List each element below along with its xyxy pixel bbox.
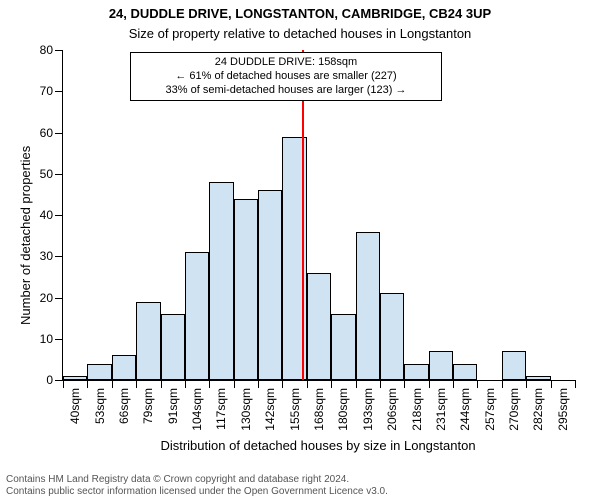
histogram-bar [356,232,380,381]
x-tick-label: 295sqm [556,388,570,431]
x-tick [502,380,503,388]
x-tick-label: 231sqm [434,388,448,431]
y-tick-label: 0 [46,373,53,387]
x-tick [380,380,381,388]
x-tick [87,380,88,388]
x-tick-label: 79sqm [141,388,155,424]
histogram-bar [429,351,453,380]
x-tick-label: 168sqm [312,388,326,431]
histogram-bar [331,314,355,380]
y-tick-label: 70 [40,84,53,98]
histogram-bar [209,182,233,380]
y-tick-label: 20 [40,291,53,305]
y-tick [55,50,63,51]
x-tick [234,380,235,388]
x-tick-label: 155sqm [288,388,302,431]
y-tick-label: 50 [40,167,53,181]
footnote-line-1: Contains HM Land Registry data © Crown c… [6,474,388,486]
x-tick-label: 53sqm [93,388,107,424]
y-tick [55,380,63,381]
y-tick [55,298,63,299]
annotation-line-2: ← 61% of detached houses are smaller (22… [137,70,435,84]
x-tick [331,380,332,388]
histogram-bar [161,314,185,380]
footnote: Contains HM Land Registry data © Crown c… [6,474,388,498]
histogram-bar [136,302,160,380]
x-tick [477,380,478,388]
footnote-line-2: Contains public sector information licen… [6,486,388,498]
y-tick-label: 30 [40,249,53,263]
x-tick [63,380,64,388]
y-tick-label: 10 [40,332,53,346]
annotation-box: 24 DUDDLE DRIVE: 158sqm ← 61% of detache… [130,52,442,101]
x-tick [307,380,308,388]
y-tick-label: 60 [40,126,53,140]
x-tick [526,380,527,388]
x-tick [551,380,552,388]
x-tick-label: 180sqm [336,388,350,431]
x-tick [429,380,430,388]
x-tick [356,380,357,388]
histogram-bar [87,364,111,381]
x-tick [185,380,186,388]
histogram-bar [380,293,404,380]
x-tick [112,380,113,388]
histogram-bar [526,376,550,380]
histogram-bar [258,190,282,380]
y-tick [55,215,63,216]
y-tick [55,339,63,340]
x-tick-label: 193sqm [361,388,375,431]
x-tick-label: 117sqm [214,388,228,430]
histogram-bar [404,364,428,381]
histogram-bar [307,273,331,380]
histogram-bar [453,364,477,381]
x-tick-label: 206sqm [385,388,399,431]
y-tick-label: 40 [40,208,53,222]
x-tick [136,380,137,388]
chart-subtitle: Size of property relative to detached ho… [0,26,600,41]
x-tick-label: 244sqm [458,388,472,431]
annotation-line-1: 24 DUDDLE DRIVE: 158sqm [137,56,435,70]
x-tick [161,380,162,388]
histogram-bar [112,355,136,380]
y-tick-label: 80 [40,43,53,57]
y-tick [55,91,63,92]
histogram-bar [502,351,526,380]
x-tick [575,380,576,388]
x-tick [258,380,259,388]
histogram-bar [185,252,209,380]
x-tick-label: 130sqm [239,388,253,431]
y-tick [55,174,63,175]
x-tick-label: 142sqm [263,388,277,431]
histogram-bar [234,199,258,381]
histogram-bar [63,376,87,380]
x-tick-label: 40sqm [68,388,82,424]
x-tick [282,380,283,388]
annotation-line-3: 33% of semi-detached houses are larger (… [137,84,435,98]
y-axis-title: Number of detached properties [18,146,33,325]
x-tick [404,380,405,388]
x-tick [453,380,454,388]
y-tick [55,133,63,134]
x-tick-label: 104sqm [190,388,204,431]
x-tick-label: 91sqm [166,388,180,424]
x-axis-title: Distribution of detached houses by size … [62,438,574,453]
x-tick-label: 282sqm [531,388,545,431]
x-tick [209,380,210,388]
chart-container: 24, DUDDLE DRIVE, LONGSTANTON, CAMBRIDGE… [0,0,600,500]
x-tick-label: 218sqm [410,388,424,431]
x-tick-label: 66sqm [117,388,131,424]
x-tick-label: 257sqm [483,388,497,431]
x-tick-label: 270sqm [507,388,521,431]
y-tick [55,256,63,257]
chart-title: 24, DUDDLE DRIVE, LONGSTANTON, CAMBRIDGE… [0,6,600,21]
